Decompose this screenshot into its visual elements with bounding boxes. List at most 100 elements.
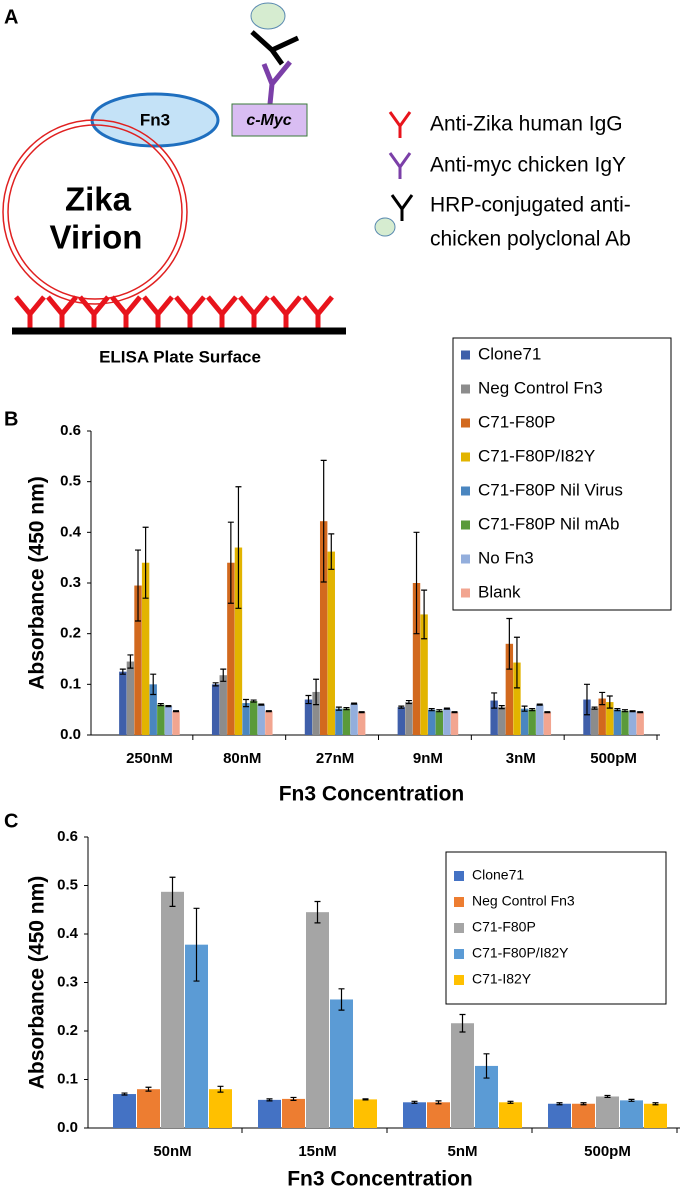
bar [443, 708, 451, 735]
error-bar [258, 703, 265, 706]
legend-label: Clone71 [478, 344, 541, 363]
antibody-y [174, 295, 206, 328]
panel-label: B [4, 408, 18, 430]
error-bar [220, 668, 227, 682]
error-bar [536, 703, 543, 706]
bar [335, 708, 343, 735]
error-bar [498, 705, 505, 710]
bar [644, 1103, 667, 1128]
error-bar [628, 1098, 635, 1102]
error-bar [604, 1094, 611, 1099]
virion-label: Virion [50, 219, 143, 256]
y-axis-title: Absorbance (450 nm) [26, 476, 49, 690]
bar [164, 706, 173, 735]
error-bar [358, 711, 365, 714]
bar [119, 671, 127, 735]
bar [628, 711, 637, 735]
legend-swatch [454, 949, 464, 959]
error-bar [362, 1098, 369, 1101]
error-bar [428, 708, 435, 712]
legend-swatch [454, 897, 464, 907]
error-bar [491, 692, 498, 709]
bar [327, 551, 335, 735]
bar [490, 700, 498, 735]
x-tick-label: 80nM [223, 750, 261, 767]
bar [427, 1102, 450, 1128]
error-bar [227, 521, 234, 604]
bar [620, 1100, 643, 1128]
y-tick-label: 0.4 [57, 925, 79, 942]
legend-swatch [461, 588, 470, 598]
legend-box [445, 851, 667, 1005]
error-bar [621, 709, 628, 713]
x-tick-label: 5nM [448, 1143, 478, 1160]
bar [543, 712, 552, 735]
legend-label: Blank [478, 582, 521, 601]
bar [234, 547, 243, 735]
legend-box [452, 337, 672, 611]
y-tick-label: 0.0 [60, 726, 81, 743]
bar [249, 701, 258, 735]
y-tick-label: 0.2 [60, 625, 81, 642]
bar [342, 708, 351, 735]
bar [505, 643, 514, 735]
legend-swatch [461, 554, 470, 564]
bar [330, 999, 353, 1128]
antibody-y [142, 295, 174, 328]
error-bar [529, 708, 536, 712]
legend-label: C71-F80P [478, 412, 555, 431]
error-bar [193, 907, 200, 982]
error-bar [250, 699, 257, 703]
y-axis-title: Absorbance (450 nm) [26, 876, 49, 1090]
panel-label: C [4, 810, 18, 832]
x-tick-label: 9nM [413, 750, 443, 767]
y-tick-label: 0.1 [57, 1070, 78, 1087]
bar [282, 1098, 305, 1128]
error-bar [266, 1098, 273, 1102]
bar [306, 912, 329, 1128]
error-bar [435, 1100, 442, 1105]
legend-label: C71-F80P/I82Y [472, 945, 569, 961]
bar [265, 711, 273, 735]
bar [304, 699, 313, 735]
panel-a: A c-Myc Fn3 Zika Virion ELISA Plate Surf… [2, 2, 631, 366]
x-tick-label: 500pM [590, 750, 637, 767]
virion-outer [2, 119, 188, 305]
bar [319, 521, 328, 735]
bar [475, 1065, 498, 1128]
y-tick-label: 0.4 [60, 523, 82, 540]
antibody-y [270, 295, 302, 328]
x-axis-title: Fn3 Concentration [287, 1168, 473, 1191]
panel-label: A [4, 6, 18, 28]
bar [211, 684, 220, 735]
error-bar [314, 900, 321, 924]
cmyc-label: c-Myc [246, 112, 291, 129]
x-tick-label: 3nM [506, 750, 536, 767]
bar [134, 585, 142, 735]
bar [357, 712, 366, 735]
error-bar [405, 699, 412, 705]
error-bar [121, 1092, 128, 1096]
legend-text: HRP-conjugated anti- [430, 194, 631, 217]
error-bar [313, 678, 320, 706]
bar [209, 1089, 232, 1128]
error-bar [290, 1096, 297, 1101]
error-bar [173, 710, 180, 713]
virion-label: Zika [65, 181, 132, 218]
y-tick-label: 0.6 [60, 422, 81, 439]
bar [621, 710, 629, 735]
antibody-y [46, 295, 78, 328]
bar [590, 708, 599, 735]
bar [350, 703, 358, 735]
capture-antibodies [14, 295, 334, 328]
x-tick-label: 15nM [298, 1143, 336, 1160]
bar [548, 1103, 571, 1128]
bar [405, 702, 413, 735]
error-bar [157, 702, 164, 707]
error-bar [305, 694, 312, 705]
error-bar [521, 705, 528, 712]
legend-swatch [454, 975, 464, 985]
fn3-label: Fn3 [140, 110, 170, 129]
error-bar [127, 654, 134, 669]
error-bar [265, 710, 272, 713]
